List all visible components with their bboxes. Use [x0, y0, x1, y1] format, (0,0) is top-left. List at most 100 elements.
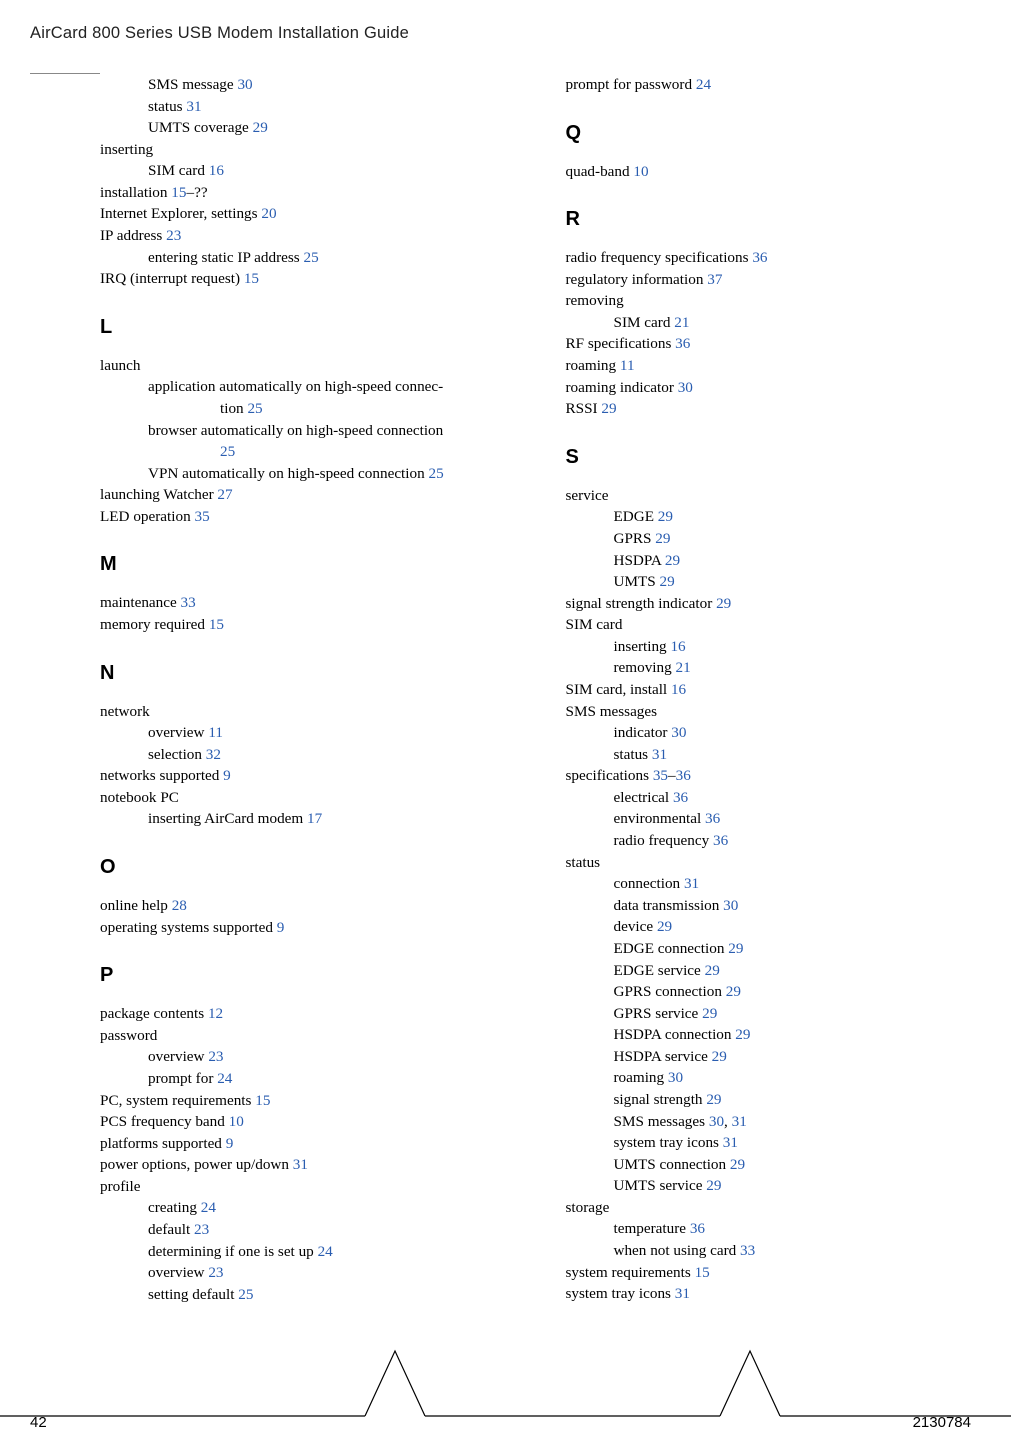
index-entry: installation 15–?? — [100, 182, 506, 204]
page-ref[interactable]: 29 — [660, 573, 675, 590]
page-ref[interactable]: 35 — [653, 767, 668, 784]
page-ref[interactable]: 21 — [676, 659, 691, 676]
page-ref[interactable]: 35 — [194, 508, 209, 525]
page-ref[interactable]: 33 — [740, 1242, 755, 1259]
index-entry: status 31 — [566, 744, 972, 766]
entry-text: PCS frequency band — [100, 1113, 229, 1130]
index-entry: password — [100, 1025, 506, 1047]
page-ref[interactable]: 36 — [673, 789, 688, 806]
index-entry: memory required 15 — [100, 614, 506, 636]
page-ref[interactable]: 29 — [706, 1091, 721, 1108]
page-ref[interactable]: 23 — [208, 1264, 223, 1281]
page-ref[interactable]: 36 — [713, 832, 728, 849]
page-ref[interactable]: 10 — [633, 163, 648, 180]
page-ref[interactable]: 16 — [209, 162, 224, 179]
page-ref[interactable]: 30 — [668, 1069, 683, 1086]
page-ref[interactable]: 36 — [705, 810, 720, 827]
page-ref[interactable]: 9 — [223, 767, 231, 784]
page-ref[interactable]: 25 — [428, 465, 443, 482]
entry-text: inserting — [100, 141, 153, 158]
page-ref[interactable]: 29 — [728, 940, 743, 957]
page-ref[interactable]: 24 — [201, 1199, 216, 1216]
page-ref[interactable]: 12 — [208, 1005, 223, 1022]
entry-text: notebook PC — [100, 789, 179, 806]
page-ref[interactable]: 29 — [705, 962, 720, 979]
entry-text: overview — [148, 1048, 208, 1065]
page-ref[interactable]: 15 — [244, 270, 259, 287]
page-ref[interactable]: 25 — [304, 249, 319, 266]
page-ref[interactable]: 30 — [237, 76, 252, 93]
page-ref[interactable]: 36 — [752, 249, 767, 266]
page-ref[interactable]: 21 — [674, 314, 689, 331]
page-ref[interactable]: 29 — [735, 1026, 750, 1043]
index-letter-l: L — [100, 316, 506, 339]
page-ref[interactable]: 29 — [726, 983, 741, 1000]
index-entry: signal strength indicator 29 — [566, 593, 972, 615]
page-ref[interactable]: 24 — [217, 1070, 232, 1087]
page-ref[interactable]: 29 — [253, 119, 268, 136]
page-ref[interactable]: 33 — [181, 594, 196, 611]
page-ref[interactable]: 15 — [695, 1264, 710, 1281]
page-ref[interactable]: 29 — [658, 508, 673, 525]
page-ref[interactable]: 29 — [712, 1048, 727, 1065]
page-ref[interactable]: 29 — [601, 400, 616, 417]
index-entry: environmental 36 — [566, 808, 972, 830]
page-ref[interactable]: 9 — [277, 919, 285, 936]
page-ref[interactable]: 23 — [208, 1048, 223, 1065]
index-entry: entering static IP address 25 — [100, 247, 506, 269]
page-ref[interactable]: 29 — [716, 595, 731, 612]
page-ref[interactable]: 36 — [676, 767, 691, 784]
page-ref[interactable]: 25 — [247, 400, 262, 417]
page-ref[interactable]: 29 — [655, 530, 670, 547]
entry-text: service — [566, 487, 609, 504]
page-ref[interactable]: 31 — [652, 746, 667, 763]
page-ref[interactable]: 15 — [171, 184, 186, 201]
entry-text: setting default — [148, 1286, 238, 1303]
page-ref[interactable]: 11 — [208, 724, 223, 741]
index-entry: system requirements 15 — [566, 1262, 972, 1284]
page-ref[interactable]: 11 — [620, 357, 635, 374]
page-ref[interactable]: 31 — [293, 1156, 308, 1173]
page-ref[interactable]: 36 — [690, 1220, 705, 1237]
page-ref[interactable]: 30 — [671, 724, 686, 741]
entry-text: creating — [148, 1199, 201, 1216]
page-ref[interactable]: 30 — [723, 897, 738, 914]
page-ref[interactable]: 27 — [217, 486, 232, 503]
page-ref[interactable]: 15 — [255, 1092, 270, 1109]
page-ref[interactable]: 31 — [732, 1113, 747, 1130]
page-ref[interactable]: 20 — [261, 205, 276, 222]
page-ref[interactable]: 30 — [709, 1113, 724, 1130]
entry-text: status — [614, 746, 652, 763]
page-ref[interactable]: 25 — [238, 1286, 253, 1303]
page-ref[interactable]: 31 — [723, 1134, 738, 1151]
page-ref[interactable]: 32 — [206, 746, 221, 763]
page-ref[interactable]: 30 — [678, 379, 693, 396]
page-ref[interactable]: 15 — [209, 616, 224, 633]
page-ref[interactable]: 17 — [307, 810, 322, 827]
page-ref[interactable]: 37 — [707, 271, 722, 288]
page-ref[interactable]: 24 — [696, 76, 711, 93]
index-entry: EDGE connection 29 — [566, 938, 972, 960]
page-ref[interactable]: 24 — [318, 1243, 333, 1260]
page-ref[interactable]: 16 — [670, 638, 685, 655]
page-ref[interactable]: 29 — [665, 552, 680, 569]
index-entry: roaming 30 — [566, 1067, 972, 1089]
page-ref[interactable]: 31 — [675, 1285, 690, 1302]
page-ref[interactable]: 29 — [706, 1177, 721, 1194]
page-ref[interactable]: 23 — [166, 227, 181, 244]
page-ref[interactable]: 31 — [684, 875, 699, 892]
index-letter-o: O — [100, 856, 506, 879]
page-ref[interactable]: 29 — [702, 1005, 717, 1022]
page-ref[interactable]: 29 — [657, 918, 672, 935]
page-ref[interactable]: 31 — [186, 98, 201, 115]
page-ref[interactable]: 16 — [671, 681, 686, 698]
page-ref[interactable]: 28 — [172, 897, 187, 914]
page-ref[interactable]: 10 — [229, 1113, 244, 1130]
page-ref[interactable]: 29 — [730, 1156, 745, 1173]
index-letter-m: M — [100, 553, 506, 576]
page-ref[interactable]: 36 — [675, 335, 690, 352]
page-ref[interactable]: 23 — [194, 1221, 209, 1238]
page-ref[interactable]: 9 — [226, 1135, 234, 1152]
page-ref[interactable]: 25 — [220, 443, 235, 460]
index-entry: RF specifications 36 — [566, 333, 972, 355]
